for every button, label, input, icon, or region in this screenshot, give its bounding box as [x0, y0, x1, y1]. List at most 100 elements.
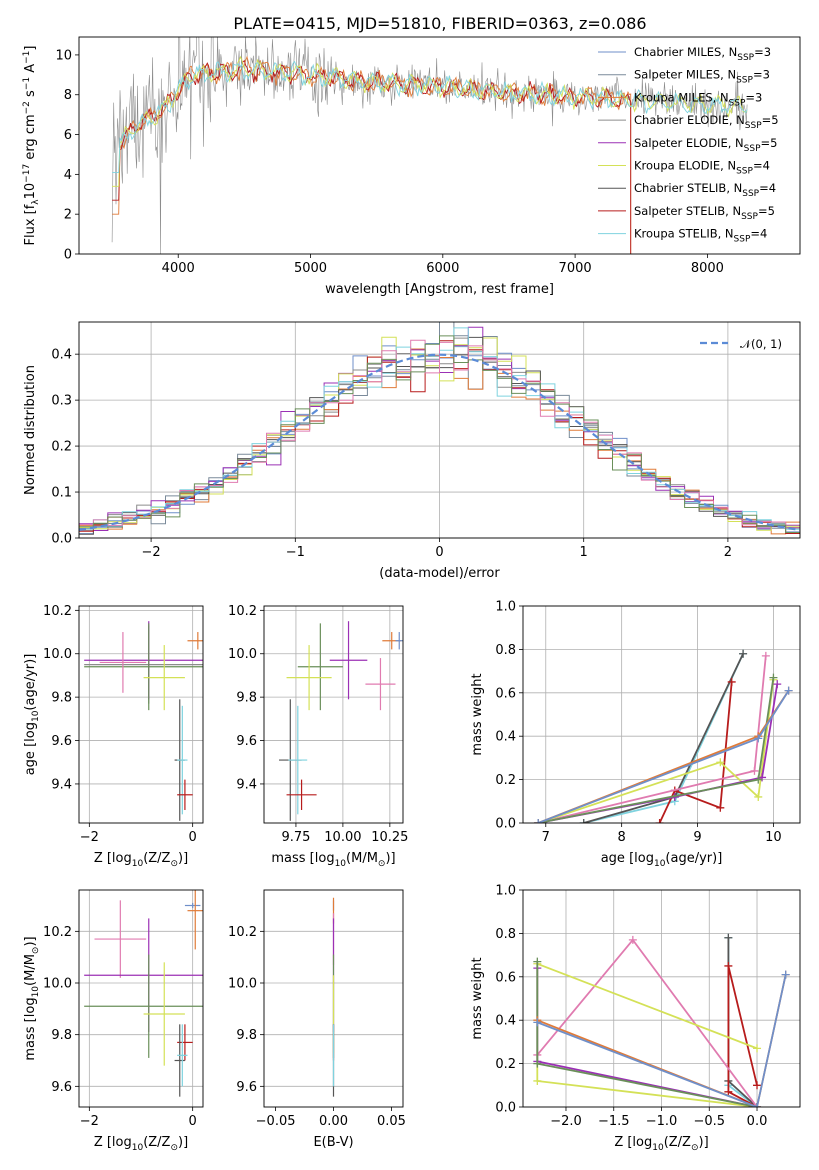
plus-marker — [753, 1081, 762, 1090]
ticks: −2 0 9.4 9.6 9.8 10.0 10.2 — [43, 604, 197, 845]
y-tick-label: 10.2 — [43, 604, 72, 619]
x-tick-label: −2 — [142, 545, 161, 560]
y-tick-label: 0.8 — [495, 643, 516, 658]
y-tick-label: 0.2 — [495, 1057, 516, 1072]
x-tick-label: 0.00 — [319, 1114, 348, 1129]
y-tick-label: 4 — [64, 168, 72, 183]
errorbar-point — [395, 632, 403, 650]
legend-entry: Chabrier MILES, NSSP=3 — [634, 45, 771, 63]
plus-marker — [724, 1087, 733, 1096]
y-tick-label: 0.8 — [495, 927, 516, 942]
model-spectrum-line — [112, 59, 632, 254]
y-tick-label: 2 — [64, 208, 72, 223]
gaussian-curve — [79, 353, 800, 531]
series-line — [658, 681, 733, 823]
series-line — [727, 965, 758, 1107]
y-axis-label: Flux [fλ10−17 erg cm−2 s−1 A−1] — [22, 46, 41, 246]
errorbar-point — [177, 1024, 188, 1087]
mass-vs-age-panel: 9.75 10.00 10.25 9.4 9.6 9.8 10.0 10.2 mass [log… — [228, 604, 408, 869]
y-tick-label: 10 — [55, 48, 72, 63]
axes-frame — [522, 889, 801, 1108]
x-tick-label: 10 — [765, 830, 782, 845]
plus-marker — [533, 1059, 542, 1068]
errorbar-point — [84, 623, 203, 711]
plus-marker — [754, 775, 763, 784]
y-tick-label: 0.6 — [495, 970, 516, 985]
legend-entry: Kroupa MILES, NSSP=3 — [634, 90, 762, 108]
plus-marker — [724, 933, 733, 942]
y-axis-label: mass weight — [470, 673, 485, 755]
x-tick-label: 9 — [693, 830, 701, 845]
x-tick-label: −1.0 — [646, 1114, 678, 1129]
plus-marker — [753, 1103, 762, 1107]
x-tick-label: 4000 — [162, 261, 195, 276]
plus-marker — [716, 758, 725, 767]
x-axis-label: E(B-V) — [313, 1135, 353, 1150]
x-tick-label: −2 — [80, 830, 99, 845]
x-tick-label: 9.75 — [281, 830, 310, 845]
errorbar-point — [174, 1024, 185, 1097]
plot-area — [84, 890, 203, 1097]
plus-marker — [739, 649, 748, 658]
grid — [79, 890, 203, 1107]
axes-frame — [78, 36, 801, 255]
legend: Chabrier MILES, NSSP=3 Salpeter MILES, NS… — [598, 45, 779, 245]
y-tick-label: 9.6 — [51, 1080, 72, 1095]
errorbar-point — [365, 658, 396, 711]
model-spectrum-line — [112, 55, 632, 254]
y-tick-label: 9.4 — [51, 777, 72, 792]
legend-entry: Kroupa ELODIE, NSSP=4 — [634, 159, 770, 177]
axes-frame — [78, 889, 204, 1108]
axes-frame — [263, 889, 404, 1108]
y-tick-label: 9.6 — [236, 734, 257, 749]
z-vs-age-panel: −2 0 9.4 9.6 9.8 10.0 10.2 Z [log10(Z/Z⊙)] age [… — [23, 604, 204, 869]
errorbar-point — [329, 621, 368, 700]
weight-series — [534, 675, 778, 823]
plus-marker — [628, 935, 637, 944]
plus-marker — [769, 673, 778, 682]
plus-marker — [533, 1018, 542, 1027]
y-tick-label: 0.4 — [495, 730, 516, 745]
legend-entry: Salpeter MILES, NSSP=3 — [634, 68, 770, 86]
plus-marker — [579, 819, 588, 823]
y-tick-label: 0.6 — [495, 686, 516, 701]
y-tick-label: 6 — [64, 128, 72, 143]
x-axis-label: wavelength [Angstrom, rest frame] — [325, 282, 554, 297]
x-tick-label: 0.05 — [377, 1114, 406, 1129]
errorbar-point — [177, 779, 193, 810]
x-tick-label: 5000 — [294, 261, 327, 276]
x-tick-label: 7000 — [559, 261, 592, 276]
plus-marker — [724, 961, 733, 970]
plus-marker — [761, 651, 770, 660]
plus-marker — [784, 686, 793, 695]
plus-marker — [754, 734, 763, 743]
weight-series — [534, 686, 793, 823]
axes-frame — [78, 321, 801, 539]
x-tick-label: 7 — [542, 830, 550, 845]
y-axis-label: age [log10(age/yr)] — [23, 654, 41, 776]
residuals-panel: −2 −1 0 1 2 0.0 0.1 0.2 0.3 0.4 (data-model)/error… — [23, 321, 801, 581]
legend-entry: Kroupa STELIB, NSSP=4 — [634, 227, 767, 245]
ticks: −2 0 9.6 9.8 10.0 10.2 — [43, 925, 197, 1129]
plot-area — [533, 933, 790, 1107]
x-tick-label: 6000 — [426, 261, 459, 276]
x-tick-label: −0.5 — [693, 1114, 725, 1129]
y-tick-label: 0.0 — [495, 1101, 516, 1116]
legend-entry: Chabrier ELODIE, NSSP=5 — [634, 113, 779, 131]
plus-marker — [754, 792, 763, 801]
plus-marker — [781, 970, 790, 979]
x-tick-label: 8 — [618, 830, 626, 845]
y-tick-label: 0.0 — [51, 532, 72, 547]
errorbar-point — [184, 902, 201, 909]
ticks: −2.0 −1.5 −1.0 −0.5 0.0 0.0 0.2 0.4 0.6 0.8 1.0 — [495, 884, 767, 1130]
x-axis-label: (data-model)/error — [379, 566, 500, 581]
x-tick-label: 10.25 — [371, 830, 408, 845]
plus-marker — [716, 803, 725, 812]
axes-frame — [263, 605, 404, 824]
plus-marker — [533, 1076, 542, 1085]
y-tick-label: 9.4 — [236, 777, 257, 792]
y-tick-label: 1.0 — [495, 600, 516, 615]
x-axis-label: Z [log10(Z/Z⊙)] — [94, 851, 188, 869]
plus-marker — [773, 680, 782, 689]
x-tick-label: 1 — [580, 545, 588, 560]
